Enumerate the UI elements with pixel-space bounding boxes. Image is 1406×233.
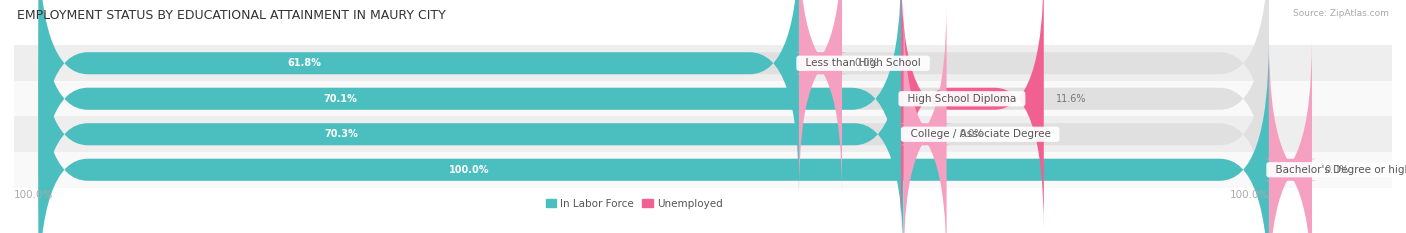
Text: 70.1%: 70.1% (323, 94, 357, 104)
FancyBboxPatch shape (39, 0, 1268, 194)
Text: 100.0%: 100.0% (1229, 190, 1268, 200)
Text: Source: ZipAtlas.com: Source: ZipAtlas.com (1294, 9, 1389, 18)
Text: EMPLOYMENT STATUS BY EDUCATIONAL ATTAINMENT IN MAURY CITY: EMPLOYMENT STATUS BY EDUCATIONAL ATTAINM… (17, 9, 446, 22)
Bar (14, 45, 1392, 81)
Text: 100.0%: 100.0% (14, 190, 53, 200)
Text: College / Associate Degree: College / Associate Degree (904, 129, 1057, 139)
FancyBboxPatch shape (901, 0, 1043, 230)
FancyBboxPatch shape (39, 0, 901, 230)
FancyBboxPatch shape (793, 0, 848, 194)
FancyBboxPatch shape (39, 3, 904, 233)
FancyBboxPatch shape (1263, 39, 1319, 233)
Text: High School Diploma: High School Diploma (901, 94, 1022, 104)
FancyBboxPatch shape (39, 39, 1268, 233)
Text: Less than High School: Less than High School (799, 58, 927, 68)
Bar (14, 116, 1392, 152)
FancyBboxPatch shape (897, 3, 953, 233)
Bar (14, 81, 1392, 116)
Text: 0.0%: 0.0% (855, 58, 879, 68)
Text: 61.8%: 61.8% (288, 58, 322, 68)
FancyBboxPatch shape (39, 3, 1268, 233)
Text: 0.0%: 0.0% (1324, 165, 1348, 175)
Text: 0.0%: 0.0% (959, 129, 983, 139)
Text: Bachelor's Degree or higher: Bachelor's Degree or higher (1268, 165, 1406, 175)
FancyBboxPatch shape (39, 0, 1268, 230)
Bar (14, 152, 1392, 188)
Text: 100.0%: 100.0% (449, 165, 489, 175)
Text: 70.3%: 70.3% (325, 129, 359, 139)
FancyBboxPatch shape (39, 39, 1268, 233)
FancyBboxPatch shape (39, 0, 799, 194)
Text: 11.6%: 11.6% (1056, 94, 1087, 104)
Legend: In Labor Force, Unemployed: In Labor Force, Unemployed (541, 194, 727, 213)
